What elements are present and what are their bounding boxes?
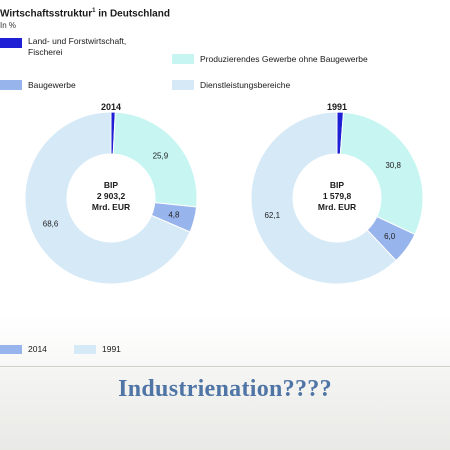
center-label-2014-0: BIP: [104, 180, 119, 190]
data-label-industry-1991: 30,8: [385, 161, 401, 170]
legend-item-services: Dienstleistungsbereiche: [172, 80, 290, 91]
legend-label: Dienstleistungsbereiche: [200, 80, 291, 90]
chart-title-suffix: in Deutschland: [95, 8, 170, 20]
bottom-legend-label: 2014: [28, 344, 47, 354]
divider: [0, 366, 450, 367]
donut-slice-industry-2014: [112, 111, 198, 208]
data-label-services-1991: 62,1: [264, 211, 280, 220]
chart-title: Wirtschaftsstruktur1 in Deutschland: [0, 8, 170, 19]
donut-slice-services-1991: [250, 111, 397, 285]
chart-title-footnote: 1: [92, 8, 96, 14]
legend-label: Baugewerbe: [28, 80, 76, 90]
bottom-legend-item-1991: 1991: [74, 344, 121, 354]
legend-label: Produzierendes Gewerbe ohne Baugewerbe: [200, 54, 368, 64]
data-label-services-2014: 68,6: [43, 219, 59, 228]
slide-caption: Industrienation????: [118, 376, 332, 402]
legend-swatch-construction: [0, 80, 22, 90]
legend-item-industry: Produzierendes Gewerbe ohne Baugewerbe: [172, 54, 368, 65]
legend-label: Land- und Forstwirtschaft, Fischerei: [28, 36, 127, 57]
center-label-1991-2: Mrd. EUR: [318, 202, 356, 212]
center-label-1991-1: 1 579,8: [323, 191, 352, 201]
unit-label: In %: [0, 21, 17, 30]
center-label-2014-1: 2 903,2: [97, 191, 126, 201]
bottom-legend-swatch-2014: [0, 344, 22, 354]
legend-swatch-services: [172, 80, 194, 90]
bottom-legend-item-2014: 2014: [0, 344, 47, 354]
donut-slice-industry-1991: [339, 111, 424, 236]
chart-year-1991: 1991: [327, 102, 347, 112]
data-label-construction-1991: 6,0: [384, 232, 396, 241]
data-label-construction-2014: 4,8: [168, 210, 180, 219]
center-label-2014-2: Mrd. EUR: [92, 202, 130, 212]
legend-item-construction: Baugewerbe: [0, 80, 76, 91]
legend-swatch-agriculture: [0, 38, 22, 48]
chart-figure: Wirtschaftsstruktur1 in Deutschland In %…: [0, 8, 424, 354]
chart-year-2014: 2014: [101, 102, 121, 112]
legend-swatch-industry: [172, 54, 194, 64]
center-label-1991-0: BIP: [330, 180, 345, 190]
donut-slice-services-2014: [24, 111, 191, 285]
slide-footer-area: [0, 368, 450, 450]
legend-item-agriculture: Land- und Forstwirtschaft, Fischerei: [0, 36, 126, 58]
bottom-legend-swatch-1991: [74, 344, 96, 354]
data-label-industry-2014: 25,9: [153, 152, 169, 161]
bottom-legend-label: 1991: [102, 344, 121, 354]
chart-title-text: Wirtschaftsstruktur: [0, 8, 93, 20]
